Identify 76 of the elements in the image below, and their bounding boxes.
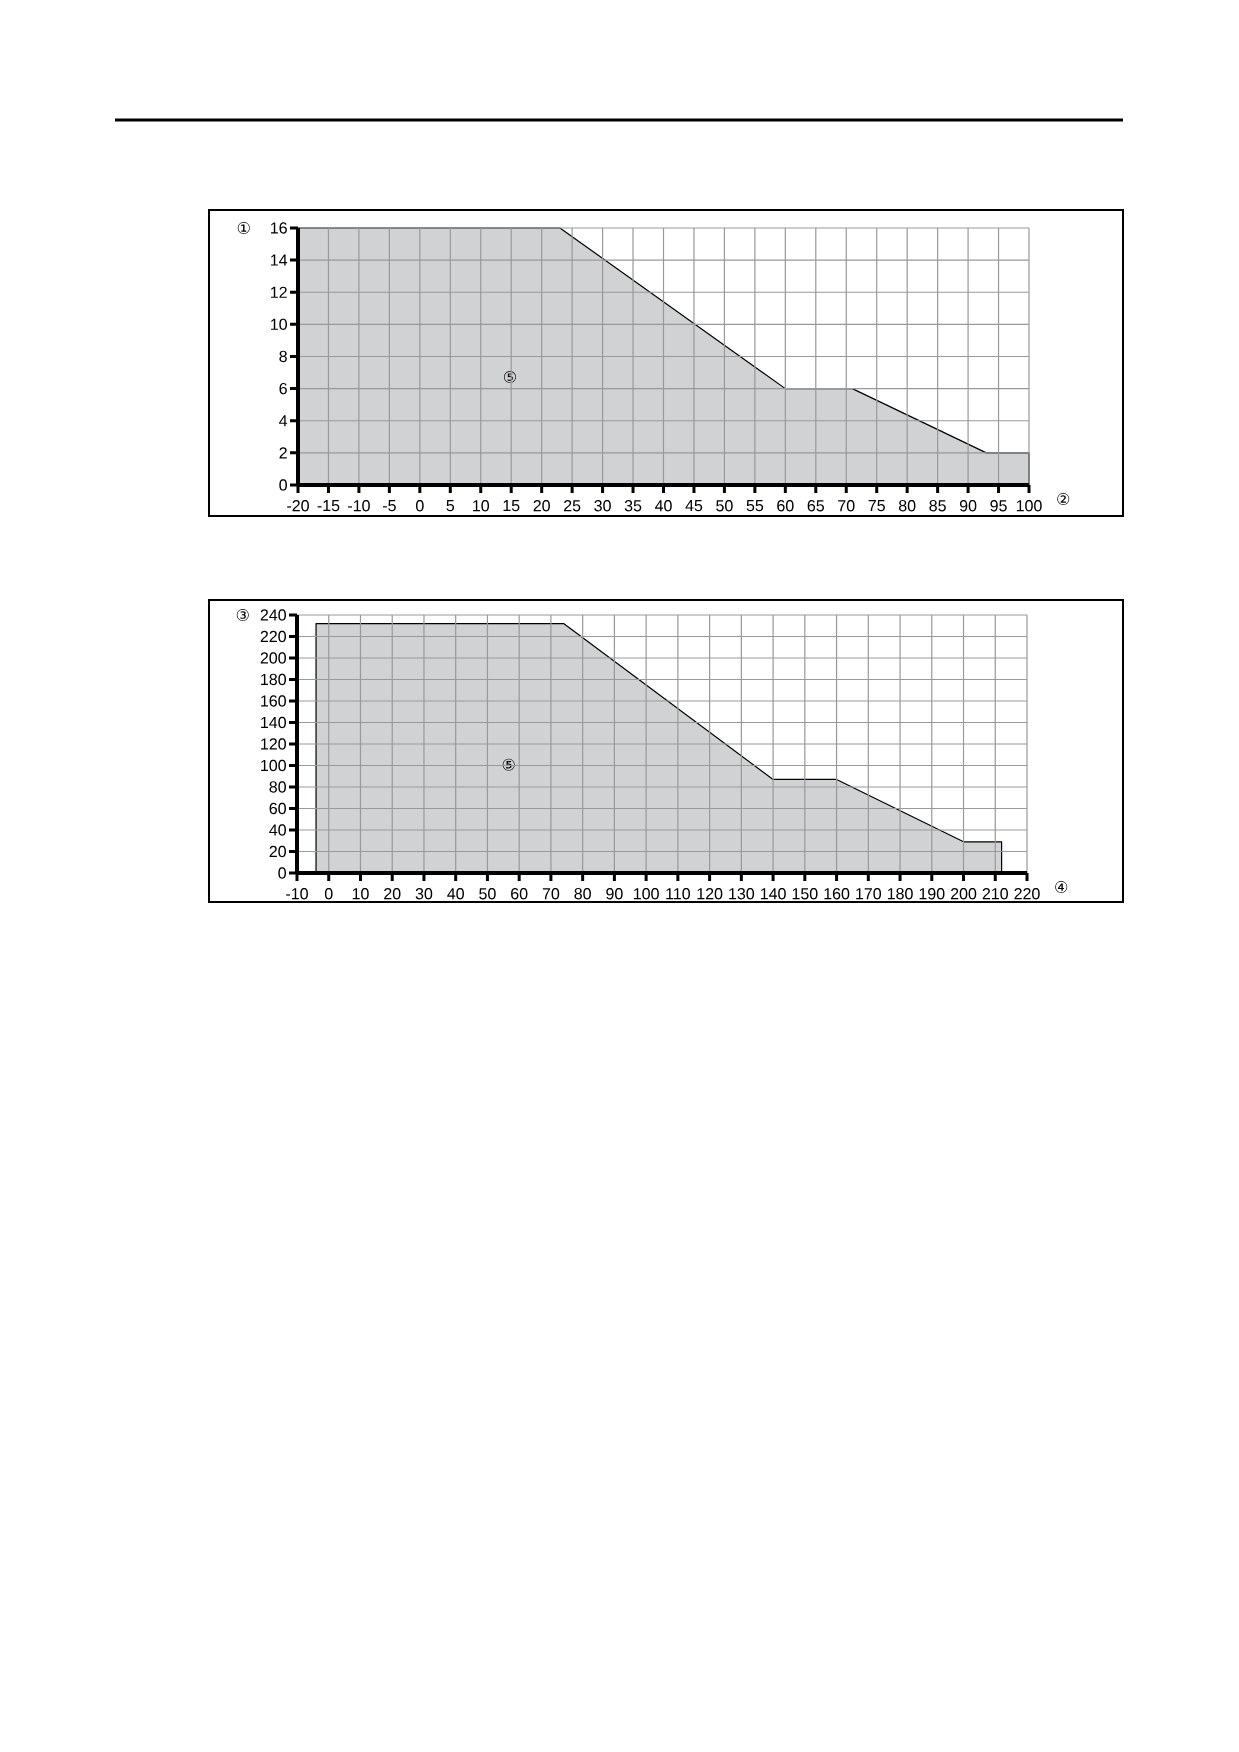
x-tick-label: 40	[447, 888, 464, 900]
y-tick-label: 40	[269, 824, 286, 836]
x-tick-label: 55	[746, 500, 764, 512]
x-tick-label: 150	[792, 888, 818, 900]
x-tick-label: 80	[574, 888, 591, 900]
x-tick-label: -10	[286, 888, 308, 900]
x-tick-label: 90	[606, 888, 623, 900]
x-tick-label: 190	[919, 888, 945, 900]
y-tick-label: 200	[260, 652, 286, 664]
y-tick-label: 100	[261, 759, 286, 772]
x-tick-label: 50	[716, 500, 733, 512]
y-tick-label: 14	[271, 254, 288, 266]
x-tick-label: -20	[287, 500, 309, 512]
x-tick-label: 140	[760, 888, 786, 900]
x-tick-label: 95	[990, 500, 1007, 512]
x-tick-label: 40	[654, 500, 672, 512]
y-tick-label: 160	[261, 695, 286, 707]
x-tick-label: 20	[533, 500, 550, 512]
x-tick-label: 60	[511, 888, 528, 900]
y-tick-label: 2	[279, 447, 287, 459]
x-tick-label: 210	[982, 888, 1008, 900]
y-tick-label: 80	[269, 781, 286, 793]
x-tick-label: 0	[324, 888, 333, 900]
x-tick-label: 70	[838, 500, 855, 512]
y-tick-label: 140	[261, 716, 286, 729]
y-tick-label: 6	[279, 382, 287, 395]
x-tick-label: 100	[634, 888, 659, 900]
x-tick-label: -15	[317, 500, 340, 512]
x-tick-label: 60	[777, 500, 794, 512]
x-tick-label: 25	[564, 500, 581, 512]
x-tick-label: 90	[959, 500, 977, 512]
x-tick-label: 80	[898, 500, 916, 512]
y-tick-label: 120	[261, 738, 286, 750]
y-tick-label: 240	[260, 609, 286, 621]
x-tick-label: 45	[685, 500, 703, 512]
y-tick-label: 10	[271, 318, 287, 331]
y-tick-label: 12	[271, 286, 287, 298]
x-tick-label: -10	[348, 500, 370, 512]
x-tick-label: 30	[415, 888, 433, 900]
x-tick-label: 10	[473, 500, 490, 512]
x-tick-label: 10	[352, 888, 369, 900]
y-tick-label: 4	[279, 415, 288, 427]
x-tick-label: -5	[382, 500, 396, 512]
x-tick-label: 110	[666, 888, 690, 900]
x-tick-label: 35	[624, 500, 642, 512]
x-tick-label: 170	[856, 888, 882, 900]
y-tick-label: 16	[271, 222, 287, 234]
x-tick-label: 180	[887, 888, 913, 900]
x-axis-title: ④	[1055, 881, 1068, 893]
x-tick-label: 30	[594, 500, 611, 512]
annotation: ⑤	[504, 371, 516, 384]
y-tick-label: 180	[261, 673, 286, 686]
y-axis-title: ③	[236, 609, 249, 621]
x-tick-label: 15	[503, 500, 520, 512]
y-tick-label: 0	[278, 867, 286, 879]
y-tick-label: 20	[269, 845, 286, 858]
x-axis-title: ②	[1057, 492, 1070, 505]
x-tick-label: 5	[446, 500, 455, 512]
x-tick-label: 100	[1016, 500, 1042, 512]
x-tick-label: 50	[479, 888, 496, 900]
x-tick-label: 70	[542, 888, 560, 900]
x-tick-label: 75	[868, 500, 885, 512]
x-tick-label: 130	[729, 888, 755, 900]
y-tick-label: 0	[279, 479, 287, 491]
x-tick-label: 200	[950, 888, 977, 900]
x-tick-label: 120	[697, 888, 723, 900]
y-tick-label: 8	[279, 350, 287, 363]
y-tick-label: 220	[260, 630, 286, 643]
y-tick-label: 60	[269, 802, 286, 815]
x-tick-label: 0	[416, 500, 424, 512]
x-tick-label: 220	[1014, 888, 1040, 900]
x-tick-label: 160	[824, 888, 850, 900]
x-tick-label: 20	[384, 888, 401, 900]
x-tick-label: 65	[807, 500, 825, 512]
x-tick-label: 85	[929, 500, 946, 512]
y-axis-title: ①	[237, 221, 250, 234]
